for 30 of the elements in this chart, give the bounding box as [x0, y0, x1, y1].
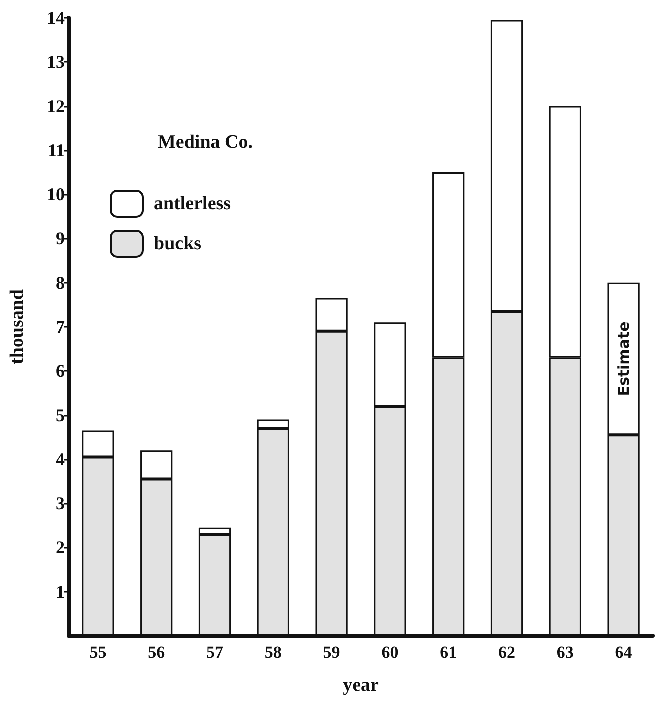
legend-label: bucks [154, 234, 202, 254]
y-tick-label: 7 [56, 317, 65, 337]
y-tick-label: 5 [56, 405, 65, 426]
x-tick-label: 58 [264, 643, 282, 662]
x-tick-label: 57 [206, 643, 224, 662]
y-axis-title: thousand [7, 289, 28, 364]
y-tick-label: 10 [47, 184, 65, 205]
x-tick-label: 64 [615, 643, 633, 662]
x-tick-label: 61 [440, 643, 458, 662]
x-tick-label: 59 [323, 643, 340, 662]
legend-label: antlerless [154, 194, 232, 214]
y-tick-label: 4 [56, 449, 65, 470]
x-tick-label: 60 [382, 643, 399, 662]
y-tick-label: 12 [47, 96, 65, 116]
x-tick-label: 55 [90, 643, 107, 662]
y-tick-label: 2 [56, 538, 65, 558]
y-tick-label: 1 [56, 582, 65, 602]
y-tick-label: 3 [56, 494, 65, 514]
y-tick-label: 11 [48, 140, 65, 160]
x-axis-title: year [343, 675, 380, 696]
x-tick-label: 63 [556, 643, 574, 662]
text: Medina Co. [158, 132, 253, 153]
x-tick-label: 62 [498, 643, 516, 662]
y-tick-label: 13 [47, 52, 65, 72]
y-tick-label: 9 [56, 228, 65, 249]
x-tick-label: 56 [148, 643, 166, 662]
annotation: Estimate [614, 322, 633, 396]
y-tick-label: 6 [56, 361, 65, 382]
y-tick-label: 14 [47, 8, 65, 28]
y-tick-label: 8 [56, 272, 65, 293]
